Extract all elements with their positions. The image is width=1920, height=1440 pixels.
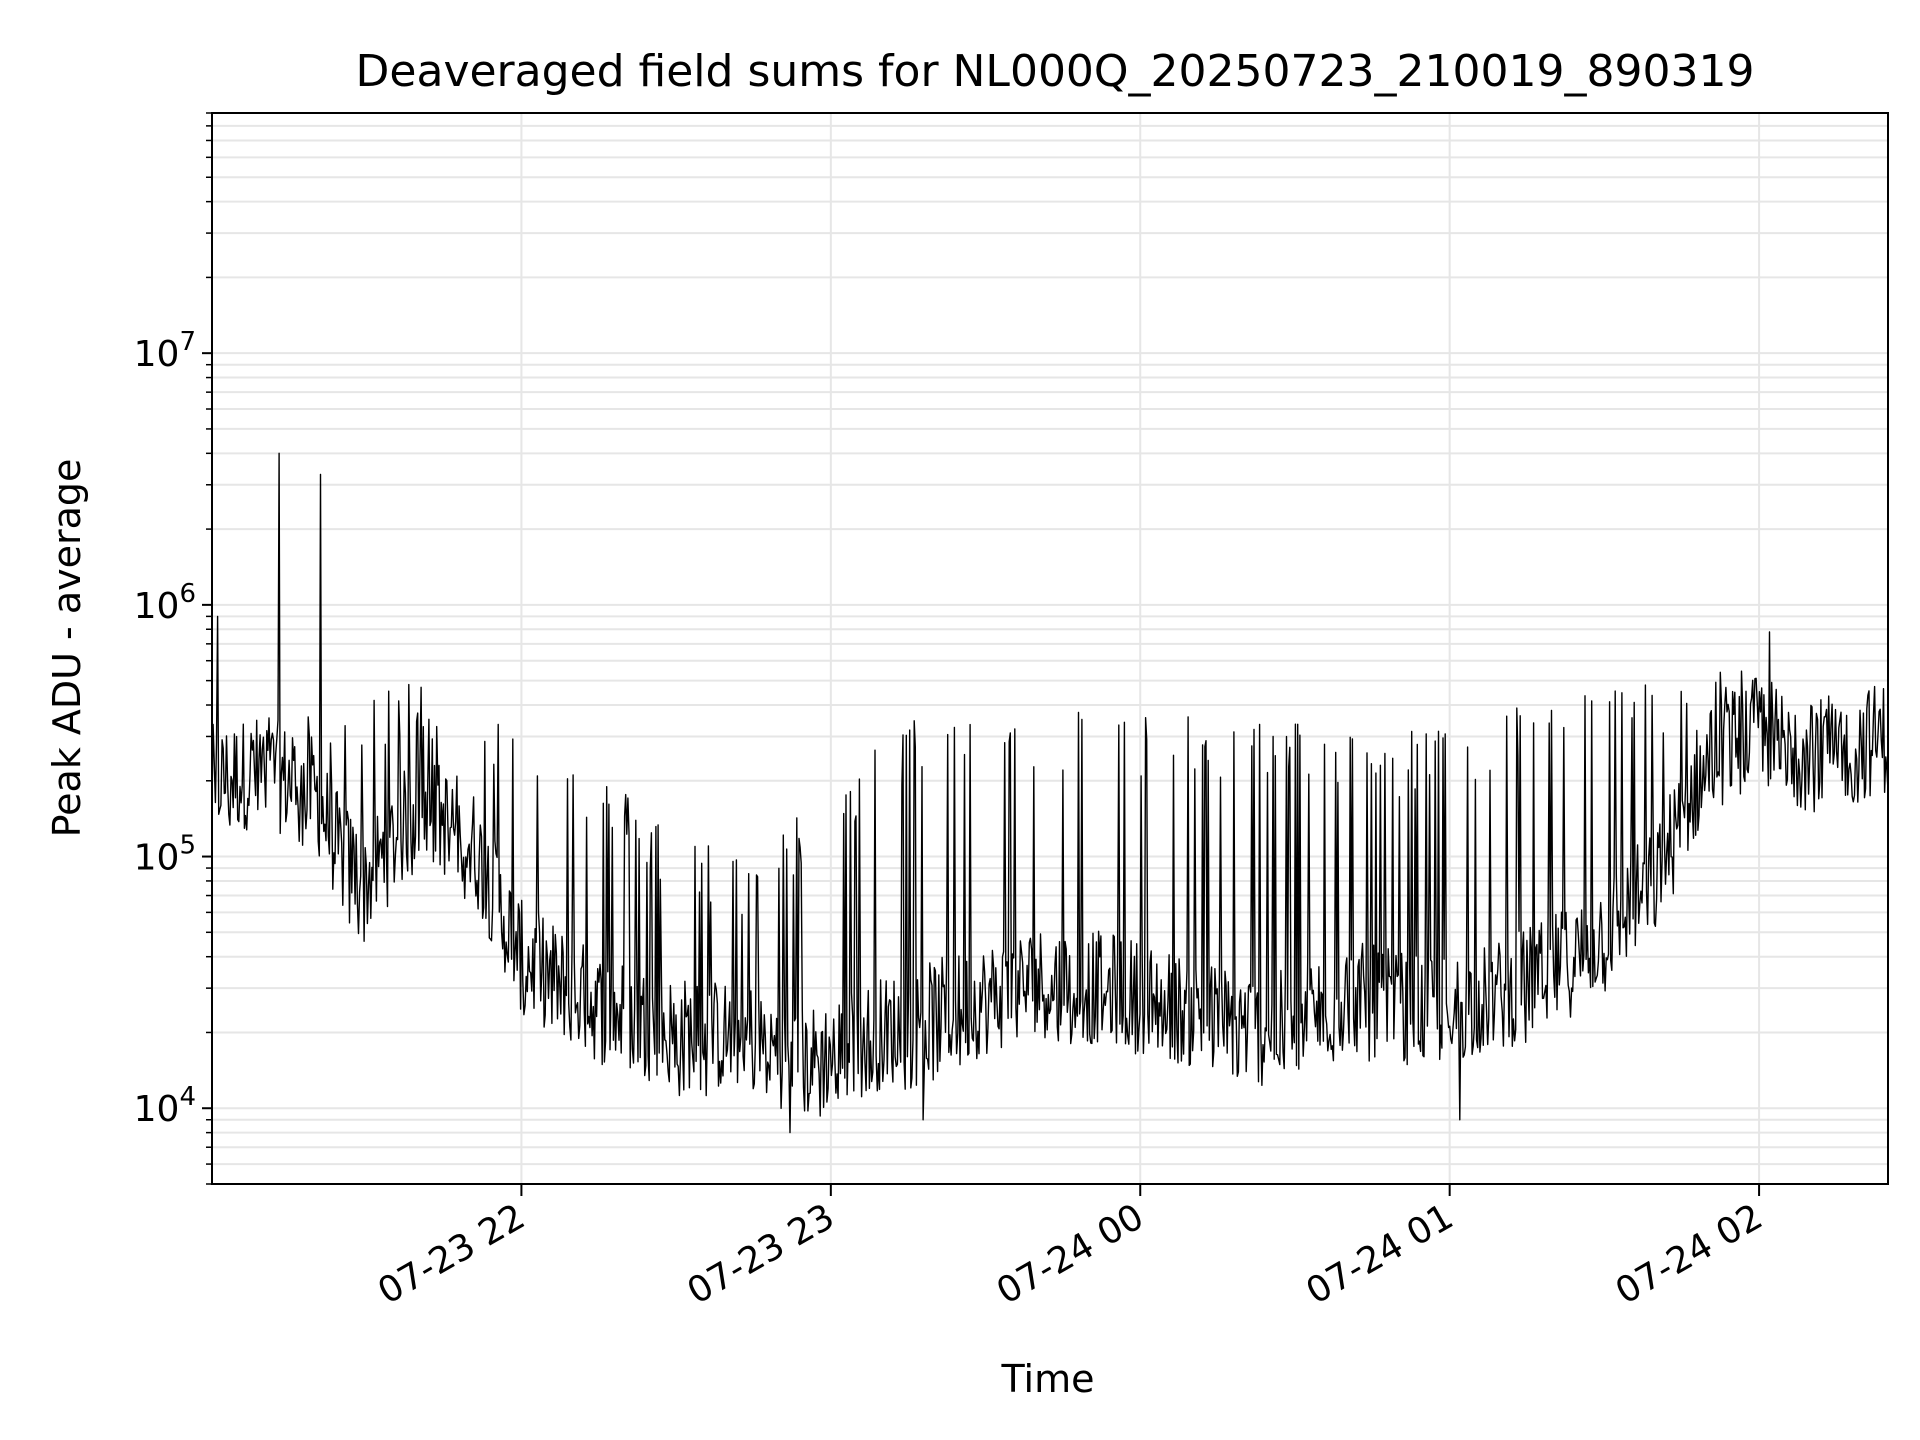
- chart-title: Deaveraged field sums for NL000Q_2025072…: [356, 46, 1755, 97]
- y-tick-label: 105: [134, 831, 196, 879]
- plot-frame: [211, 112, 1889, 1185]
- series-line: [211, 452, 1889, 1134]
- x-axis-label: Time: [1001, 1357, 1095, 1401]
- series-group: [211, 452, 1889, 1134]
- y-axis-label: Peak ADU - average: [45, 459, 89, 838]
- y-axis: 104 105 106 107: [134, 112, 212, 1185]
- y-tick-label: 104: [134, 1082, 196, 1130]
- y-tick-label: 106: [134, 579, 196, 627]
- y-tick-label: 107: [134, 327, 196, 375]
